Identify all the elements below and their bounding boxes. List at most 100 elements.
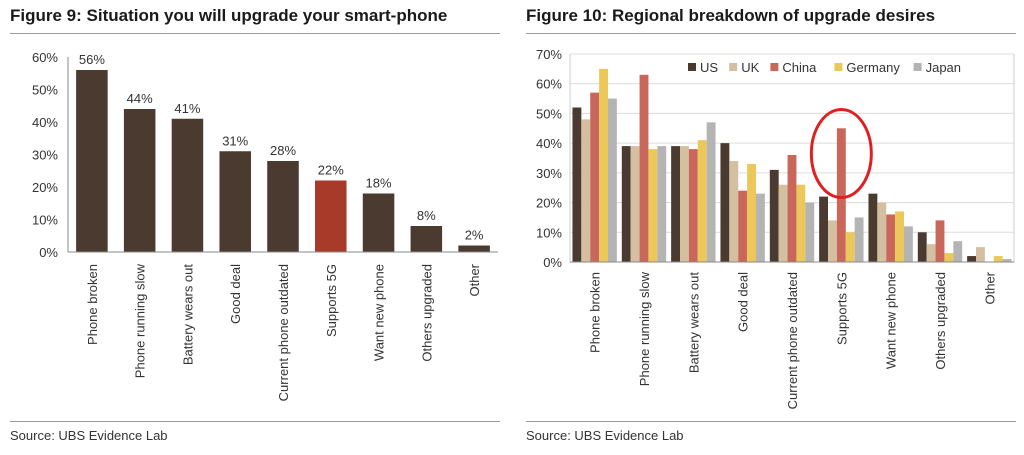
bar bbox=[219, 151, 251, 252]
bar bbox=[720, 143, 730, 262]
bar bbox=[805, 202, 815, 262]
figure-9-title: Figure 9: Situation you will upgrade you… bbox=[10, 6, 448, 25]
bar bbox=[935, 220, 945, 262]
x-tick-label: Other bbox=[467, 263, 482, 296]
x-tick-label: Good deal bbox=[228, 264, 243, 324]
bar bbox=[917, 232, 927, 262]
bar bbox=[926, 244, 936, 262]
x-tick-label: Want new phone bbox=[372, 264, 387, 361]
bar bbox=[729, 160, 739, 262]
bar bbox=[706, 122, 716, 262]
bar bbox=[1002, 259, 1012, 262]
bar bbox=[769, 169, 779, 262]
x-tick-label: Supports 5G bbox=[834, 272, 849, 345]
y-tick-label: 50% bbox=[32, 83, 58, 98]
bar bbox=[903, 226, 913, 262]
bar bbox=[697, 140, 707, 262]
bar bbox=[778, 184, 788, 262]
legend-label: China bbox=[782, 60, 817, 75]
figure-10-title: Figure 10: Regional breakdown of upgrade… bbox=[526, 6, 936, 25]
x-tick-label: Other bbox=[982, 271, 997, 304]
bar bbox=[680, 146, 689, 262]
x-tick-label: Others upgraded bbox=[933, 272, 948, 370]
data-label: 41% bbox=[174, 101, 200, 116]
x-tick-label: Others upgraded bbox=[419, 264, 434, 362]
data-label: 22% bbox=[318, 163, 344, 178]
bar bbox=[967, 256, 977, 262]
legend-swatch bbox=[688, 63, 696, 71]
bar bbox=[787, 155, 797, 262]
bar bbox=[747, 163, 756, 262]
figure-10-title-rule bbox=[526, 33, 1016, 34]
bar bbox=[836, 128, 846, 262]
y-tick-label: 60% bbox=[32, 50, 58, 65]
legend-swatch bbox=[770, 63, 779, 71]
bar bbox=[123, 109, 156, 252]
y-tick-label: 60% bbox=[536, 77, 562, 92]
figure-9-source-rule bbox=[10, 421, 500, 422]
bar bbox=[599, 68, 608, 262]
bar bbox=[76, 70, 108, 252]
figure-10: Figure 10: Regional breakdown of upgrade… bbox=[516, 0, 1024, 455]
bar bbox=[688, 149, 698, 262]
data-label: 44% bbox=[127, 91, 153, 106]
bar bbox=[895, 211, 904, 262]
bar bbox=[621, 146, 631, 262]
bar bbox=[362, 193, 395, 252]
x-tick-label: Battery wears out bbox=[686, 272, 701, 374]
bar bbox=[410, 226, 443, 252]
legend-label: Japan bbox=[926, 60, 961, 75]
x-tick-label: Want new phone bbox=[884, 272, 899, 369]
y-tick-label: 40% bbox=[536, 136, 562, 151]
bar bbox=[315, 180, 347, 252]
data-label: 28% bbox=[270, 143, 296, 158]
bar bbox=[944, 253, 954, 262]
bar bbox=[171, 118, 204, 252]
y-tick-label: 0% bbox=[543, 255, 562, 270]
data-label: 8% bbox=[417, 208, 436, 223]
x-tick-label: Phone broken bbox=[85, 264, 100, 345]
x-tick-label: Supports 5G bbox=[324, 264, 339, 337]
bar bbox=[607, 98, 617, 262]
data-label: 56% bbox=[79, 52, 105, 67]
bar bbox=[581, 119, 591, 262]
bar bbox=[993, 256, 1003, 262]
y-tick-label: 20% bbox=[536, 196, 562, 211]
figure-9-source: Source: UBS Evidence Lab bbox=[10, 428, 168, 443]
x-tick-label: Current phone outdated bbox=[276, 264, 291, 401]
bar bbox=[828, 220, 837, 262]
y-tick-label: 0% bbox=[39, 245, 58, 260]
bar bbox=[590, 92, 600, 262]
bar bbox=[819, 196, 829, 262]
y-tick-label: 40% bbox=[32, 115, 58, 130]
x-tick-label: Current phone outdated bbox=[785, 272, 800, 409]
figure-10-chart: 0% 10% 20% 30% 40% 50% 60% 70% Phone broken Phone… bbox=[536, 47, 1015, 409]
legend-swatch bbox=[834, 63, 843, 71]
y-tick-label: 10% bbox=[32, 213, 58, 228]
y-tick-label: 50% bbox=[536, 106, 562, 121]
y-tick-label: 10% bbox=[536, 225, 562, 240]
bar bbox=[671, 146, 681, 262]
bar bbox=[458, 245, 490, 252]
bar bbox=[868, 193, 878, 262]
figure-10-source-rule bbox=[526, 421, 1016, 422]
bar bbox=[886, 214, 896, 262]
bar bbox=[845, 232, 855, 262]
bar bbox=[796, 184, 806, 262]
legend-swatch bbox=[913, 63, 922, 71]
bar bbox=[630, 146, 640, 262]
bar bbox=[738, 190, 748, 262]
figure-9-title-rule bbox=[10, 33, 500, 34]
bar bbox=[639, 74, 649, 262]
x-tick-label: Phone running slow bbox=[133, 263, 148, 378]
y-tick-label: 30% bbox=[536, 166, 562, 181]
annotation-ellipse bbox=[809, 108, 873, 200]
bar bbox=[755, 193, 765, 262]
bar bbox=[648, 149, 658, 262]
bar bbox=[854, 217, 864, 262]
x-tick-label: Good deal bbox=[736, 272, 751, 332]
figure-9-chart: 0% 10% 20% 30% 40% 50% 60% 56% Phone broken 44% Ph… bbox=[32, 50, 498, 401]
legend-label: Germany bbox=[846, 60, 900, 75]
legend-swatch bbox=[729, 63, 738, 71]
data-label: 18% bbox=[366, 176, 392, 191]
